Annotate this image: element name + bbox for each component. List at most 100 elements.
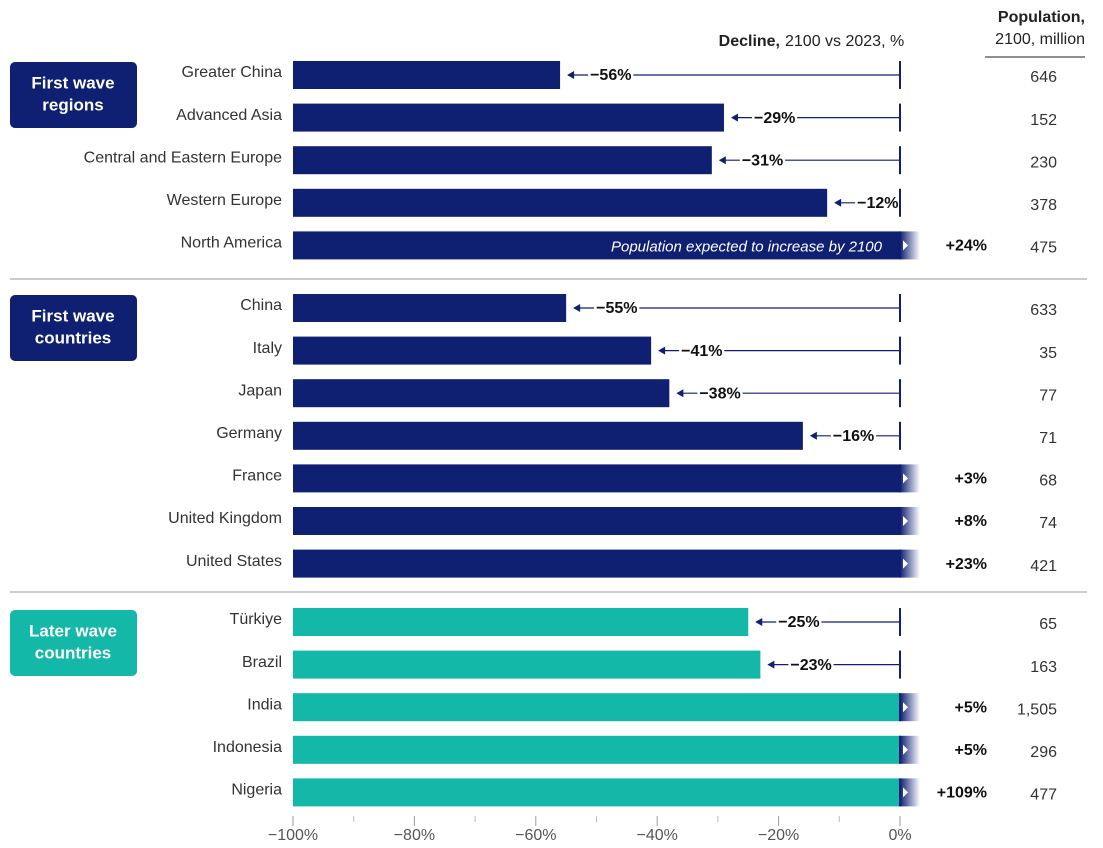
growth-notch [903,787,908,798]
group-label: First wave [31,306,114,325]
bar [293,379,670,408]
population-label: 296 [1030,744,1057,761]
arrow-head [676,389,684,398]
value-label: +3% [955,471,987,488]
group-label: countries [35,328,112,347]
population-label: 477 [1030,787,1057,804]
growth-notch [903,744,908,755]
header: Population, [998,9,1085,26]
value-label: −25% [778,614,819,631]
value-label: +23% [946,556,987,573]
bar [293,464,900,493]
group-label-box [10,610,137,676]
value-label: −23% [790,657,831,674]
category-label: Nigeria [231,782,282,799]
arrow-head [567,71,575,79]
value-label: −31% [742,152,783,169]
category-label: United Kingdom [168,510,282,527]
group-label-box [10,295,137,361]
x-tick-label: −100% [268,827,318,844]
category-label: Italy [253,340,282,357]
category-label: Advanced Asia [176,107,282,124]
value-label: −41% [681,343,722,360]
population-label: 77 [1039,387,1057,404]
growth-cap [900,507,920,535]
arrow-head [730,113,738,122]
category-label: China [240,297,282,314]
category-label: Japan [238,382,282,399]
bar [293,608,749,636]
header: 2100 vs 2023, % [785,33,904,50]
category-label: Central and Eastern Europe [84,149,282,166]
bar [293,103,724,132]
arrow-head [809,431,817,440]
population-label: 152 [1030,112,1057,129]
population-label: 163 [1030,659,1057,676]
bar [293,507,900,535]
category-label: Germany [216,425,282,442]
category-label: Greater China [182,64,283,81]
annotation: Population expected to increase by 2100 [611,238,883,255]
growth-cap [900,735,920,764]
bar [293,693,900,722]
population-label: 633 [1030,302,1057,319]
population-label: 230 [1030,154,1057,171]
growth-cap [900,231,920,260]
population-label: 74 [1039,515,1057,532]
group-label: regions [42,95,103,114]
growth-notch [903,473,908,484]
value-label: +5% [955,699,987,716]
category-label: United States [186,553,282,570]
group-label: Later wave [29,621,117,640]
growth-cap [900,549,920,578]
group-label: First wave [31,73,114,92]
bar [293,549,900,578]
bar [293,735,900,764]
arrow-head [658,346,666,355]
category-label: Indonesia [213,739,282,756]
population-label: 68 [1039,473,1057,490]
x-tick-label: −20% [758,827,799,844]
x-tick-label: −80% [394,827,435,844]
value-label: −16% [833,428,874,445]
arrow-head [834,198,842,207]
group-label: countries [35,643,112,662]
bar [293,650,761,679]
bar [293,294,567,322]
population-label: 378 [1030,197,1057,214]
value-label: −12% [857,195,898,212]
header: Decline, [719,33,780,50]
category-label: France [232,468,282,485]
growth-notch [903,558,908,569]
arrow-head [767,660,775,669]
x-tick-label: −40% [637,827,678,844]
population-label: 646 [1030,69,1057,86]
value-label: −56% [590,67,631,84]
value-label: −29% [754,110,795,127]
arrow-head [718,156,726,165]
growth-cap [900,464,920,493]
population-label: 35 [1039,345,1057,362]
population-label: 421 [1030,558,1057,575]
bar [293,421,803,450]
category-label: Türkiye [230,611,283,628]
arrow-head [755,618,763,626]
bar [293,336,652,365]
bar [293,188,828,217]
bar [293,778,900,807]
value-label: +24% [946,238,987,255]
growth-notch [903,702,908,713]
population-label: 475 [1030,240,1057,257]
growth-cap [900,778,920,807]
growth-cap [900,693,920,722]
arrow-head [573,304,581,312]
x-tick-label: 0% [888,827,911,844]
bar [293,231,900,260]
category-label: Western Europe [167,192,282,209]
value-label: +5% [955,742,987,759]
category-label: India [247,696,282,713]
population-label: 1,505 [1017,701,1057,718]
value-label: −38% [699,385,740,402]
category-label: North America [181,235,282,252]
